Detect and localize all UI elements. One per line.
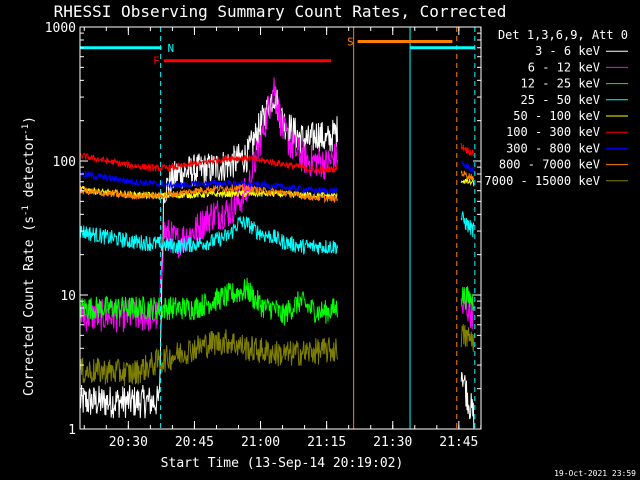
y-axis-label-end: ) <box>22 116 37 124</box>
y-axis-label-sup1: -1 <box>21 205 31 216</box>
legend-entry-label: 300 - 800 keV <box>506 141 600 155</box>
legend-entry-label: 50 - 100 keV <box>513 109 600 123</box>
series-line-6-12-kev-seg1 <box>460 295 475 330</box>
series-line-7000-15000-kev-seg1 <box>460 324 475 352</box>
mode-label-N: N <box>168 42 175 55</box>
legend-entry-label: 6 - 12 keV <box>528 60 600 74</box>
y-tick-label: 10 <box>60 289 76 304</box>
legend-entry-label: 25 - 50 keV <box>521 93 600 107</box>
y-axis-label-sup2: -1 <box>21 124 31 135</box>
x-tick-label: 21:30 <box>373 435 412 450</box>
series-line-300-800-kev-seg0 <box>80 170 338 196</box>
x-tick-label: 21:00 <box>241 435 280 450</box>
series-line-12-25-kev-seg0 <box>80 277 338 326</box>
legend-title: Det 1,3,6,9, Att 0 <box>498 28 628 42</box>
y-tick-label: 100 <box>53 155 76 170</box>
series-line-3-6-kev-seg1 <box>460 371 475 429</box>
footer-timestamp: 19-Oct-2021 23:59 <box>554 469 636 478</box>
legend-entry-label: 100 - 300 keV <box>506 125 600 139</box>
series-line-100-300-kev-seg0 <box>80 152 338 175</box>
y-tick-label: 1 <box>68 423 76 438</box>
x-tick-label: 21:15 <box>307 435 346 450</box>
x-tick-label: 20:45 <box>175 435 214 450</box>
axes: 20:30 20:45 21:00 21:15 21:30 21:45 1 10 100 1000 <box>45 21 482 450</box>
y-tick-label: 1000 <box>45 21 76 36</box>
series-line-7000-15000-kev-seg0 <box>80 329 338 386</box>
y-axis-label: Corrected Count Rate (s-1 detector-1) <box>21 116 37 396</box>
x-tick-label: 20:30 <box>109 435 148 450</box>
mode-label-F: F <box>153 55 160 68</box>
series-line-25-50-kev-seg1 <box>460 211 475 238</box>
y-axis-label-main: Corrected Count Rate (s <box>22 216 37 396</box>
x-tick-label: 21:45 <box>439 435 478 450</box>
legend-entry-label: 3 - 6 keV <box>535 44 600 58</box>
legend-entry-label: 800 - 7000 keV <box>499 158 600 172</box>
legend: Det 1,3,6,9, Att 0 3 - 6 keV 6 - 12 keV 12 … <box>484 28 628 188</box>
chart-title: RHESSI Observing Summary Count Rates, Co… <box>54 2 507 21</box>
series-line-800-7000-kev-seg1 <box>460 170 475 181</box>
plot-area: NF S <box>80 27 476 429</box>
series-line-100-300-kev-seg1 <box>460 142 474 157</box>
legend-entry-label: 12 - 25 keV <box>521 77 600 91</box>
series-line-300-800-kev-seg1 <box>460 160 475 173</box>
plot-frame <box>79 26 482 430</box>
series-line-12-25-kev-seg1 <box>460 286 475 312</box>
y-axis-label-mid: detector <box>22 135 37 206</box>
series-group <box>80 77 475 429</box>
legend-entry-label: 7000 - 15000 keV <box>484 174 600 188</box>
x-axis-label: Start Time (13-Sep-14 20:19:02) <box>161 456 404 471</box>
series-line-25-50-kev-seg0 <box>80 216 338 255</box>
mode-label-S: S <box>347 35 354 48</box>
series-line-800-7000-kev-seg0 <box>80 183 338 204</box>
